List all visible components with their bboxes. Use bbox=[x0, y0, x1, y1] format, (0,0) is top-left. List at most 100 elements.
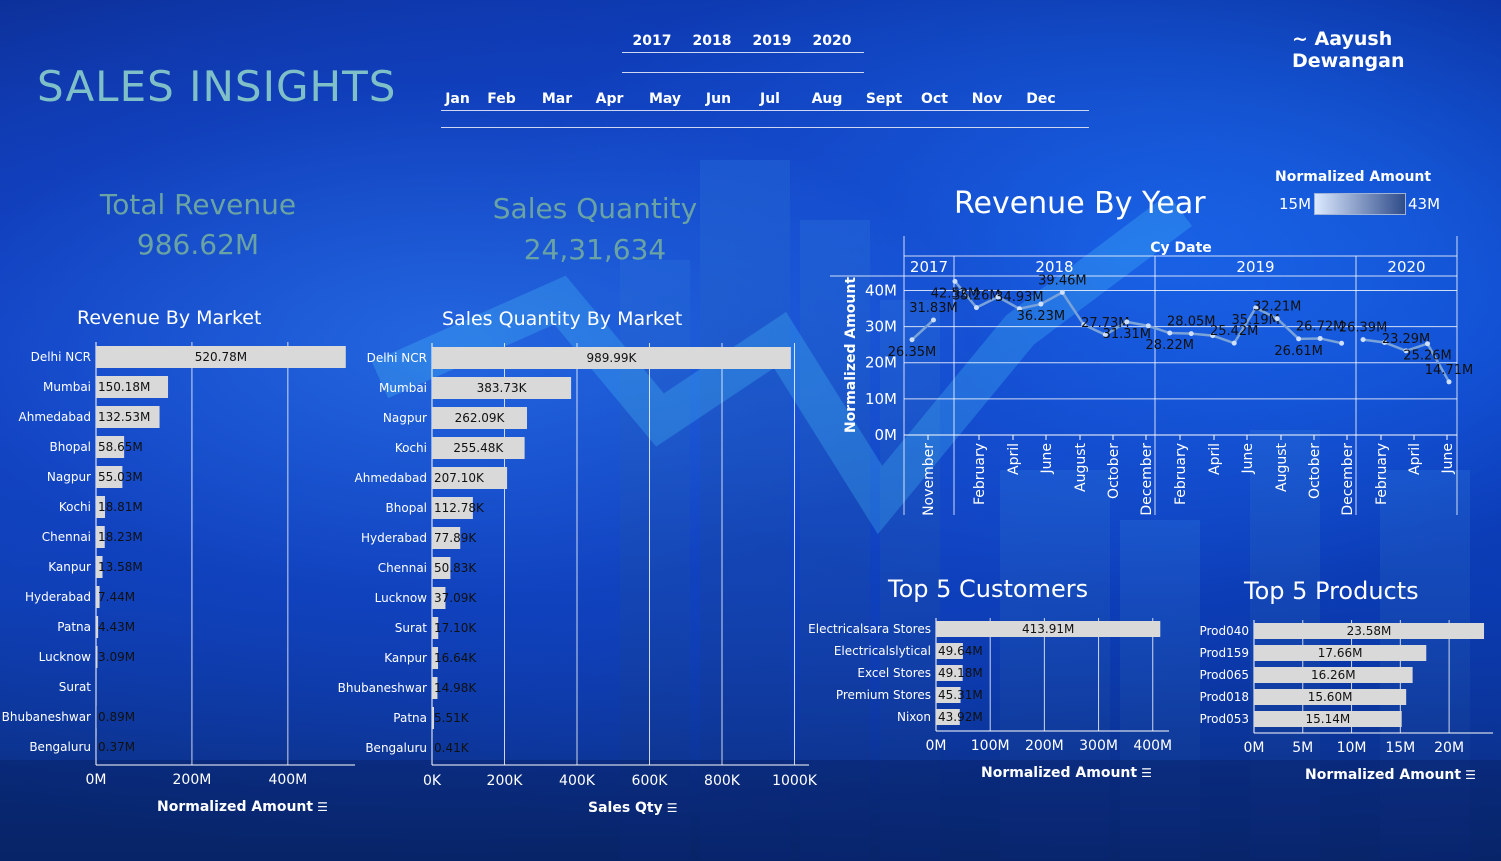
x-tick-label: 0M bbox=[86, 772, 107, 788]
data-label: 17.10K bbox=[434, 621, 477, 635]
month-filter-item[interactable]: Nov bbox=[971, 91, 1003, 107]
revenue-by-year-title: Revenue By Year bbox=[954, 186, 1206, 221]
data-point bbox=[1016, 306, 1022, 312]
data-label: 18.23M bbox=[98, 530, 143, 544]
bar bbox=[96, 526, 105, 548]
category-label: Surat bbox=[59, 680, 92, 694]
category-label: Kochi bbox=[395, 441, 427, 455]
bar bbox=[432, 407, 528, 429]
month-filter-item[interactable]: Sept bbox=[865, 91, 903, 107]
bar bbox=[96, 616, 99, 638]
data-label: 14.71M bbox=[1425, 363, 1473, 378]
data-label: 14.98K bbox=[434, 681, 477, 695]
month-tick-label: October bbox=[1307, 443, 1323, 499]
data-label: 36.23M bbox=[1017, 309, 1065, 324]
y-tick-label: 30M bbox=[865, 318, 897, 336]
month-filter-item[interactable]: Oct bbox=[921, 91, 948, 107]
category-label: Prod018 bbox=[1199, 690, 1249, 704]
data-label: 4.43M bbox=[98, 620, 135, 634]
month-tick-label: June bbox=[1440, 443, 1456, 475]
category-label: Nixon bbox=[897, 710, 931, 724]
sales-qty-xlabel: Sales Qty ☰ bbox=[588, 800, 678, 816]
sort-icon[interactable]: ☰ bbox=[1465, 768, 1476, 782]
data-point bbox=[973, 305, 979, 311]
x-tick-label: 1000K bbox=[772, 773, 818, 789]
month-tick-label: February bbox=[1374, 443, 1390, 505]
month-filter-item[interactable]: Feb bbox=[487, 91, 516, 107]
month-filter-item[interactable]: Jan bbox=[445, 91, 470, 107]
data-label: 262.09K bbox=[455, 411, 506, 425]
category-label: Hyderabad bbox=[361, 531, 427, 545]
data-point bbox=[1231, 340, 1237, 346]
data-label: 13.58M bbox=[98, 560, 143, 574]
month-tick-label: December bbox=[1139, 443, 1155, 516]
top5-customers-title: Top 5 Customers bbox=[888, 575, 1089, 603]
data-label: 55.03M bbox=[98, 470, 143, 484]
month-tick-label: February bbox=[972, 443, 988, 505]
month-filter-item[interactable]: Apr bbox=[595, 91, 624, 107]
month-tick-label: October bbox=[1106, 443, 1122, 499]
total-revenue-value: 986.62M bbox=[136, 228, 260, 261]
category-label: Bhubaneshwar bbox=[2, 710, 91, 724]
sort-icon[interactable]: ☰ bbox=[666, 801, 678, 815]
month-filter-item[interactable]: Jul bbox=[760, 91, 780, 107]
year-filter-item[interactable]: 2017 bbox=[632, 33, 672, 49]
category-label: Kanpur bbox=[48, 560, 91, 574]
month-filter-item[interactable]: Mar bbox=[541, 91, 573, 107]
category-label: Bhopal bbox=[386, 501, 427, 515]
category-label: Nagpur bbox=[383, 411, 427, 425]
bar bbox=[936, 621, 1161, 637]
month-filter-item[interactable]: Dec bbox=[1026, 91, 1056, 107]
data-label: 25.42M bbox=[1210, 324, 1258, 339]
data-label: 15.14M bbox=[1305, 712, 1350, 726]
total-revenue-label: Total Revenue bbox=[99, 188, 297, 221]
top5-products-xlabel: Normalized Amount ☰ bbox=[1305, 767, 1476, 783]
year-header: 2019 bbox=[1236, 258, 1274, 276]
sales-qty-value: 24,31,634 bbox=[523, 233, 667, 266]
year-filter-item[interactable]: 2019 bbox=[752, 33, 792, 49]
sort-icon[interactable]: ☰ bbox=[317, 800, 328, 814]
category-label: Surat bbox=[395, 621, 428, 635]
data-label: 0.89M bbox=[98, 710, 135, 724]
bar bbox=[432, 707, 434, 729]
y-tick-label: 10M bbox=[865, 390, 897, 408]
month-tick-label: April bbox=[1407, 443, 1423, 475]
bar bbox=[432, 617, 439, 639]
x-tick-label: 20M bbox=[1434, 740, 1464, 756]
month-filter-item[interactable]: Jun bbox=[705, 91, 732, 107]
data-label: 132.53M bbox=[98, 410, 150, 424]
category-label: Ahmedabad bbox=[19, 410, 91, 424]
month-filter-item[interactable]: Aug bbox=[811, 91, 843, 107]
bar bbox=[1254, 667, 1413, 683]
bar bbox=[936, 643, 963, 659]
data-label: 39.46M bbox=[1038, 273, 1086, 288]
data-point bbox=[1382, 339, 1388, 345]
year-filter-item[interactable]: 2018 bbox=[692, 33, 732, 49]
bar bbox=[96, 406, 160, 428]
data-point bbox=[1425, 341, 1431, 347]
month-tick-label: August bbox=[1274, 442, 1290, 492]
data-point bbox=[1188, 331, 1194, 337]
data-label: 15.60M bbox=[1308, 690, 1353, 704]
category-label: Bengaluru bbox=[29, 740, 91, 754]
data-label: 43.92M bbox=[938, 710, 983, 724]
data-point bbox=[995, 294, 1001, 300]
year-filter-item[interactable]: 2020 bbox=[812, 33, 852, 49]
data-label: 28.05M bbox=[1167, 315, 1215, 330]
x-tick-label: 600K bbox=[632, 773, 669, 789]
data-label: 150.18M bbox=[98, 380, 150, 394]
y-axis-title: Normalized Amount bbox=[843, 277, 859, 433]
x-tick-label: 0K bbox=[423, 773, 442, 789]
bar bbox=[96, 496, 106, 518]
data-label: 26.39M bbox=[1339, 321, 1387, 336]
legend-min: 15M bbox=[1279, 195, 1312, 213]
bar bbox=[432, 497, 473, 519]
bar bbox=[432, 527, 461, 549]
month-tick-label: June bbox=[1240, 443, 1256, 475]
data-label: 49.18M bbox=[938, 666, 983, 680]
data-label: 35.19M bbox=[1231, 313, 1279, 328]
month-filter-item[interactable]: May bbox=[648, 91, 682, 107]
data-point bbox=[952, 278, 958, 284]
sort-icon[interactable]: ☰ bbox=[1141, 766, 1152, 780]
bar bbox=[1254, 711, 1402, 727]
